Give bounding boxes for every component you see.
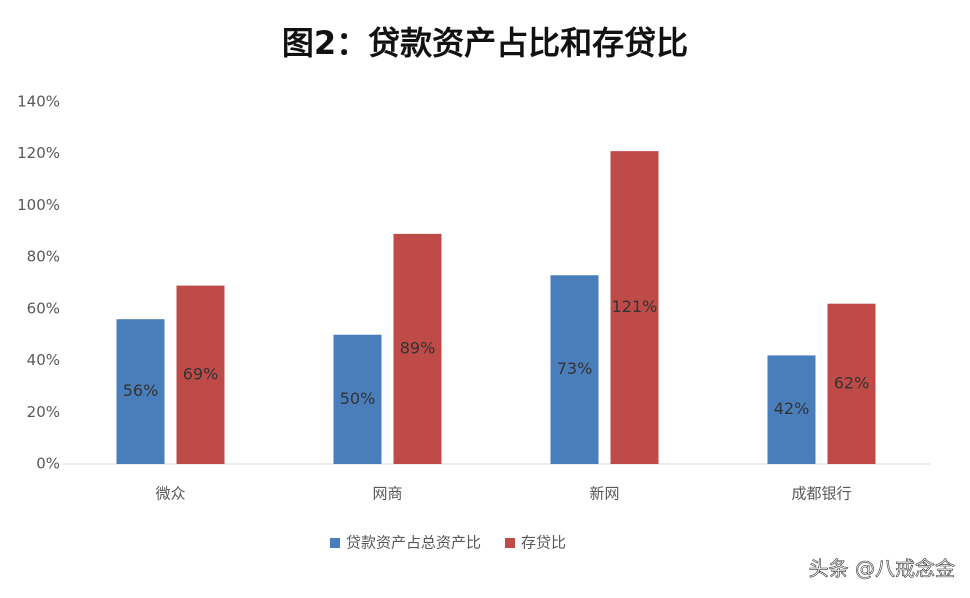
legend-label: 存贷比 [521, 534, 566, 552]
x-tick-label: 微众 [155, 485, 185, 503]
bar [827, 303, 876, 464]
y-tick-label: 80% [27, 248, 60, 266]
value-label: 62% [834, 373, 870, 392]
value-label: 56% [123, 381, 159, 400]
bar [767, 355, 816, 464]
value-label: 73% [557, 359, 593, 378]
y-tick-label: 60% [27, 299, 60, 317]
bar [116, 319, 165, 464]
bar [176, 285, 225, 464]
value-label: 89% [400, 338, 436, 357]
value-label: 50% [340, 389, 376, 408]
value-label: 69% [183, 364, 219, 383]
bar [550, 275, 599, 464]
y-tick-label: 40% [27, 351, 60, 369]
y-tick-label: 140% [17, 93, 60, 111]
y-tick-label: 120% [17, 144, 60, 162]
x-tick-label: 成都银行 [791, 485, 851, 503]
legend-swatch [330, 538, 340, 548]
bar [333, 334, 382, 464]
x-tick-label: 新网 [589, 485, 619, 503]
chart-title: 图2：贷款资产占比和存贷比 [282, 24, 688, 62]
value-label: 42% [774, 399, 810, 418]
y-tick-label: 100% [17, 196, 60, 214]
x-tick-label: 网商 [372, 485, 402, 503]
y-tick-label: 20% [27, 403, 60, 421]
value-label: 121% [612, 297, 658, 316]
bar [610, 151, 659, 464]
watermark: 头条 @八戒念金 [809, 557, 955, 581]
legend-label: 贷款资产占总资产比 [346, 534, 481, 552]
legend-swatch [505, 538, 516, 548]
bar [393, 233, 442, 464]
y-tick-label: 0% [36, 455, 60, 473]
